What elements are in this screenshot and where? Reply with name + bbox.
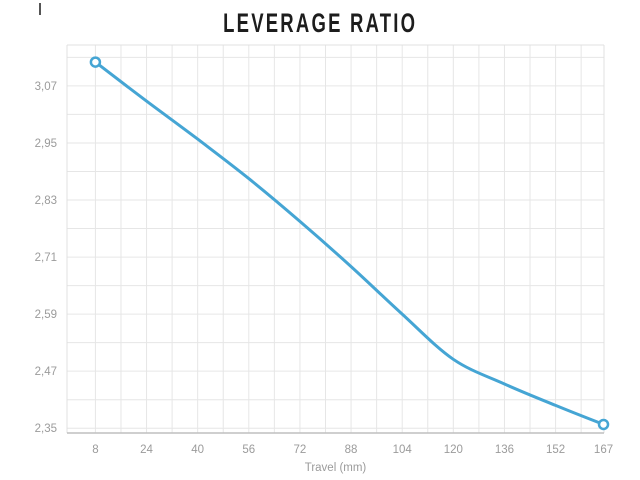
x-tick-label: 56 (242, 444, 255, 456)
y-tick-label: 2,35 (35, 423, 57, 435)
x-tick-label: 167 (594, 444, 613, 456)
x-tick-label: 24 (140, 444, 153, 456)
y-tick-label: 2,71 (35, 252, 57, 264)
end-endpoint-marker (597, 418, 610, 431)
x-tick-label: 136 (495, 444, 514, 456)
x-axis-title: Travel (mm) (305, 462, 367, 474)
series-line (93, 60, 605, 426)
x-tick-label: 120 (444, 444, 463, 456)
x-tick-label: 104 (393, 444, 413, 456)
chart-title: LEVERAGE RATIO (0, 8, 640, 39)
x-tick-label: 40 (191, 444, 204, 456)
y-tick-label: 2,59 (35, 309, 57, 321)
x-tick-label: 72 (294, 444, 307, 456)
x-tick-label: 8 (92, 444, 98, 456)
start-endpoint-marker (89, 56, 102, 68)
y-tick-label: 2,47 (35, 366, 57, 378)
y-tick-label: 2,83 (35, 195, 57, 207)
y-tick-label: 2,95 (35, 138, 57, 150)
chart-title-text: LEVERAGE RATIO (222, 8, 418, 39)
x-tick-label: 88 (345, 444, 358, 456)
y-tick-label: 3,07 (35, 81, 57, 93)
x-tick-label: 152 (546, 444, 565, 456)
stray-tick-mark (39, 3, 41, 15)
